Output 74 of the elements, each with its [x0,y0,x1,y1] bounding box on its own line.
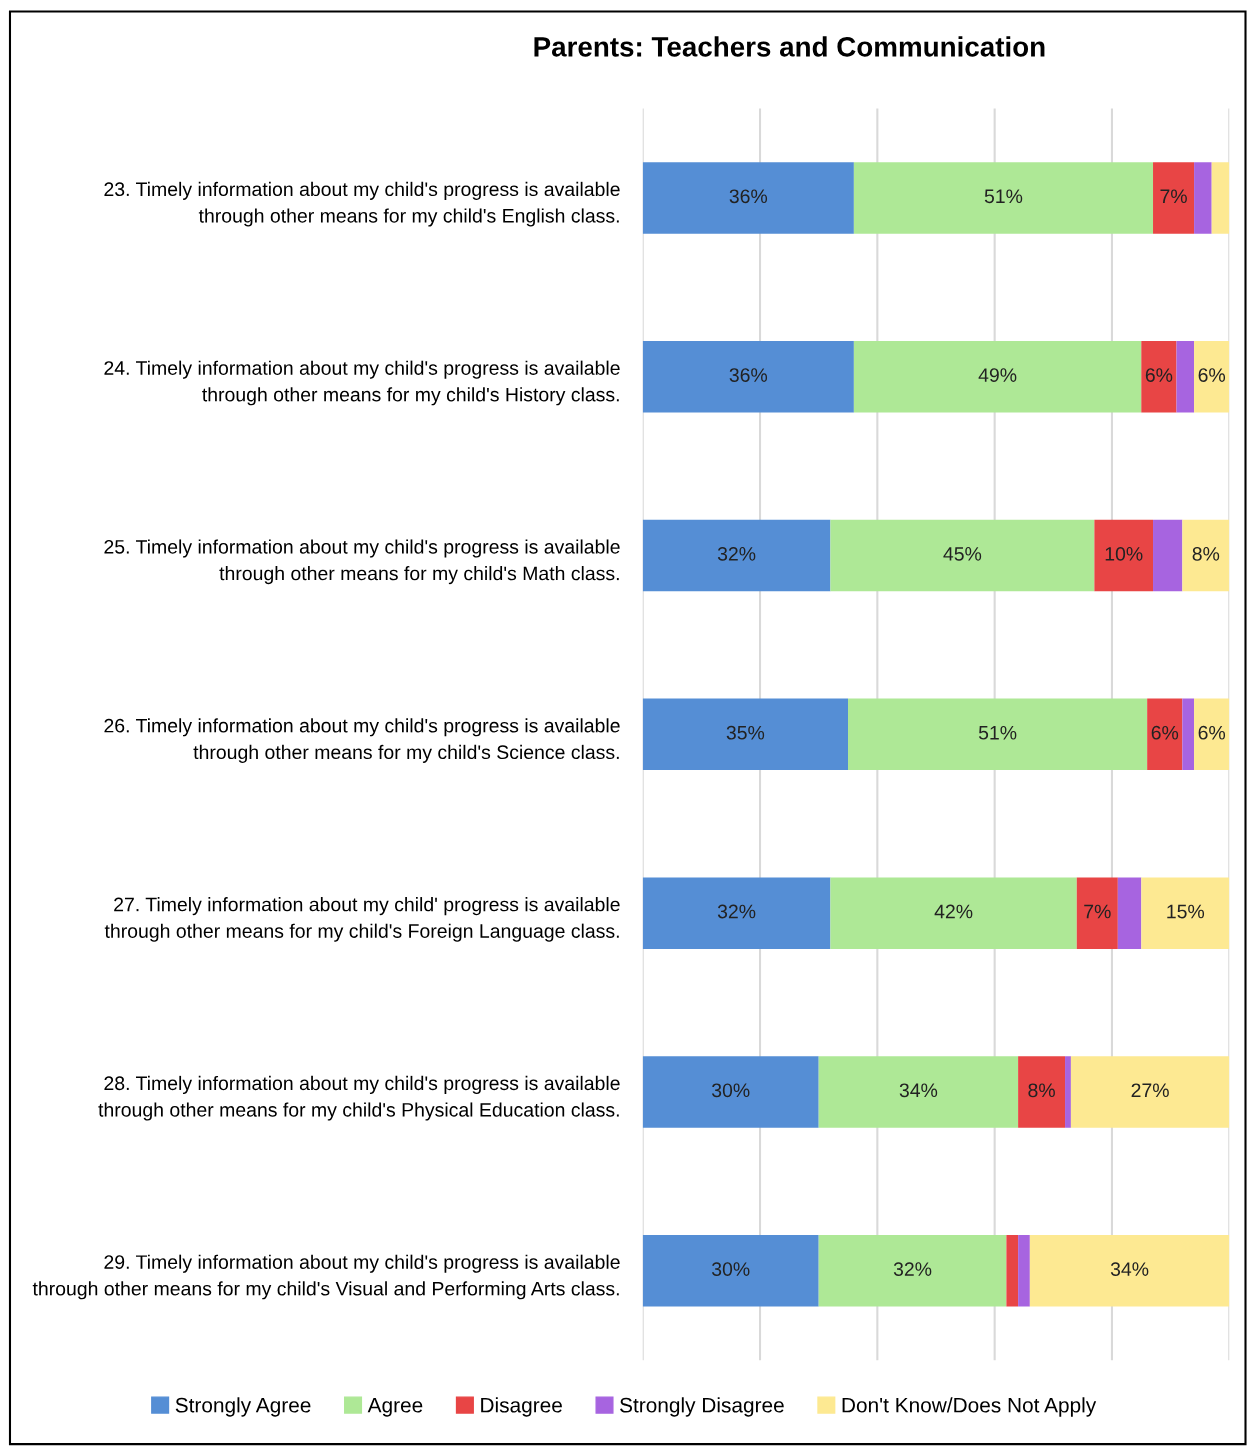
bar [848,698,1148,771]
bar [1194,162,1212,234]
bar [1076,877,1118,949]
bar [642,877,831,949]
bar [1065,1056,1071,1128]
bar [818,1056,1019,1128]
legend-label: Don't Know/Does Not Apply [842,1397,1097,1417]
data-label: 8% [1192,547,1220,561]
bar [830,519,1095,592]
data-label: 27% [1131,1083,1169,1098]
bar [853,340,1142,413]
bar [1211,162,1230,234]
data-label: 7% [1160,189,1187,204]
bar [1029,1235,1230,1307]
data-label: 51% [978,725,1017,740]
y-tick-label: 29. Timely information about my child's progress is available through other means for my child's Visual and Performing Arts class. [32,1254,620,1300]
bar [1194,340,1230,413]
data-label: 49% [978,368,1017,382]
legend-label: Agree [367,1398,423,1417]
bar [1182,519,1230,592]
data-label: 6% [1145,368,1173,382]
chart-title: Parents: Teachers and Communication [534,36,1045,57]
bar [1117,877,1142,949]
bar [830,877,1077,949]
data-label: 32% [717,904,756,919]
data-label: 45% [943,547,982,561]
data-label: 34% [1110,1262,1149,1276]
y-tick-label: 23. Timely information about my child's progress is available through other means for my child's English class. [104,181,620,227]
bar [1141,340,1177,413]
legend-label: Strongly Agree [175,1397,311,1417]
data-label: 42% [934,904,973,919]
data-label: 51% [984,189,1023,204]
legend-label: Strongly Disagree [620,1397,784,1417]
bar [1153,519,1183,592]
y-tick-label: 26. Timely information about my child's progress is available through other means for my child's Science class. [104,718,620,763]
data-label: 36% [729,189,768,204]
bar [1153,162,1195,234]
bar [642,340,854,413]
bar [1094,519,1154,592]
bar [1141,877,1230,949]
data-label: 35% [726,725,765,740]
bar [1182,698,1195,771]
bar [1006,1235,1019,1307]
data-label: 34% [899,1083,938,1098]
data-label: 8% [1028,1083,1055,1098]
bar [1070,1056,1230,1128]
bar [1018,1235,1030,1307]
bar [642,698,849,771]
data-label: 32% [893,1262,932,1276]
data-label: 30% [711,1083,750,1098]
y-tick-label: 28. Timely information about my child's progress is available through other means for my child's Physical Education class. [98,1075,620,1121]
y-tick-label: 27. Timely information about my child' progress is available through other means for my child's Foreign Language class. [104,897,620,942]
data-label: 7% [1084,904,1111,919]
data-label: 32% [717,547,756,561]
bar [642,1235,819,1307]
bar [818,1235,1007,1307]
bar [642,162,854,234]
data-label: 6% [1151,725,1179,740]
bar [853,162,1154,234]
data-label: 10% [1105,547,1143,561]
y-tick-label: 25. Timely information about my child's progress is available through other means for my child's Math class. [104,539,620,585]
legend-label: Disagree [481,1397,562,1417]
bar [1147,698,1183,771]
data-label: 15% [1167,904,1205,919]
bar [1194,698,1230,771]
y-tick-label: 24. Timely information about my child's progress is available through other means for my child's History class. [104,360,620,406]
data-label: 6% [1198,725,1226,740]
data-label: 30% [711,1262,750,1276]
bar [642,1056,819,1128]
bar [1176,340,1195,413]
bar [642,519,831,592]
data-label: 36% [729,368,768,382]
data-label: 6% [1198,368,1226,382]
bar [1018,1056,1066,1128]
